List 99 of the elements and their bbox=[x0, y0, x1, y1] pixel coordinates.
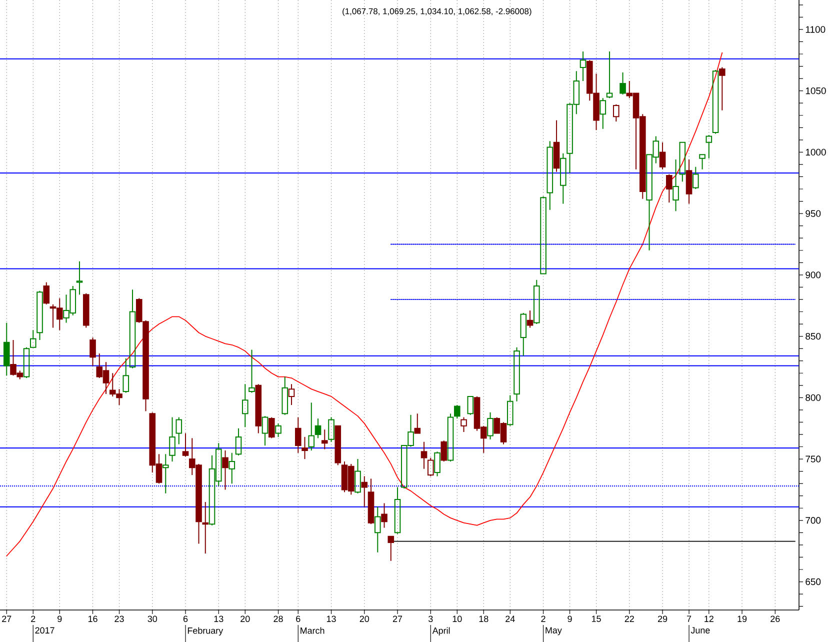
y-tick-label: 850 bbox=[806, 332, 821, 340]
x-tick-label: 26 bbox=[770, 616, 780, 622]
candlestick bbox=[122, 358, 130, 394]
x-tick-label: 28 bbox=[274, 616, 283, 622]
x-tick-label: 24 bbox=[506, 616, 515, 622]
candlestick bbox=[613, 104, 620, 122]
candlestick bbox=[30, 330, 36, 348]
text: February bbox=[188, 627, 224, 636]
candlestick bbox=[228, 452, 236, 484]
x-tick-label: 10 bbox=[452, 616, 462, 622]
candlestick bbox=[434, 451, 440, 477]
x-tick-label: 27 bbox=[2, 616, 12, 622]
x-tick-label: 2 bbox=[541, 616, 546, 622]
candlestick bbox=[467, 396, 474, 416]
candlestick bbox=[600, 98, 606, 130]
x-tick-label: 3 bbox=[428, 616, 433, 622]
candlestick bbox=[560, 152, 566, 204]
x-tick-label: 9 bbox=[568, 616, 572, 622]
text: May bbox=[546, 627, 562, 636]
candlestick bbox=[202, 501, 209, 554]
y-tick-label: 800 bbox=[806, 394, 821, 402]
text: 2017 bbox=[35, 627, 54, 634]
candlestick bbox=[460, 416, 467, 433]
y-tick-label: 1050 bbox=[806, 87, 826, 94]
candlestick bbox=[23, 346, 30, 379]
x-tick-label: 15 bbox=[592, 616, 601, 622]
candlestick bbox=[169, 416, 176, 462]
candlestick bbox=[520, 312, 527, 356]
x-tick-label: 29 bbox=[658, 616, 668, 622]
candlestick bbox=[712, 69, 719, 134]
x-tick-label: 18 bbox=[479, 616, 488, 622]
candlestick bbox=[3, 322, 10, 376]
x-tick-label: 20 bbox=[360, 616, 370, 622]
candlestick bbox=[294, 416, 302, 454]
candlestick bbox=[699, 154, 706, 170]
candlestick bbox=[176, 416, 182, 445]
candlestick bbox=[534, 279, 540, 325]
candlestick bbox=[540, 196, 546, 274]
candlestick bbox=[672, 159, 679, 212]
candlestick bbox=[162, 454, 169, 494]
candlestick bbox=[361, 476, 368, 508]
candlestick bbox=[282, 376, 288, 416]
candlestick bbox=[679, 142, 686, 182]
candlestick bbox=[222, 450, 228, 490]
y-tick-label: 750 bbox=[806, 456, 821, 462]
candlestick bbox=[328, 416, 334, 442]
candlestick bbox=[302, 436, 308, 460]
candlestick bbox=[248, 349, 255, 394]
y-tick-label: 1000 bbox=[806, 148, 826, 156]
y-tick-label: 900 bbox=[806, 272, 821, 278]
x-tick-label: 22 bbox=[624, 616, 634, 622]
candlestick bbox=[546, 140, 554, 210]
candlestick bbox=[381, 502, 388, 528]
x-tick-label: 9 bbox=[58, 616, 62, 622]
candlestick bbox=[427, 457, 434, 477]
candlestick bbox=[692, 166, 699, 190]
y-tick-label: 950 bbox=[806, 210, 821, 217]
candlestick bbox=[606, 51, 613, 99]
candlestick bbox=[706, 134, 712, 159]
candlestick bbox=[580, 51, 586, 82]
candlestick bbox=[374, 506, 381, 553]
candlestick bbox=[76, 260, 83, 296]
candlestick bbox=[487, 412, 494, 440]
candlestick bbox=[394, 486, 401, 534]
x-tick-label: 7 bbox=[686, 616, 692, 622]
candlestick bbox=[308, 402, 315, 451]
y-tick-label: 1100 bbox=[806, 26, 826, 33]
candlestick bbox=[514, 346, 520, 402]
x-tick-label: 30 bbox=[148, 616, 158, 622]
x-tick-label: 13 bbox=[214, 616, 224, 622]
x-tick-label: 13 bbox=[326, 616, 336, 622]
candlestick bbox=[288, 384, 295, 406]
x-tick-label: 6 bbox=[296, 616, 300, 622]
text: (1,067.78, 1,069.25, 1,034.10, 1,062.58, -2.96008) bbox=[342, 8, 532, 16]
text: June bbox=[690, 627, 710, 634]
x-tick-label: 16 bbox=[88, 616, 98, 622]
candlestick bbox=[686, 159, 692, 204]
y-tick-label: 650 bbox=[806, 578, 821, 586]
x-tick-label: 23 bbox=[114, 616, 124, 622]
candlestick bbox=[506, 394, 514, 426]
candlestick bbox=[354, 458, 361, 494]
x-tick-label: 27 bbox=[392, 616, 402, 622]
candlestick bbox=[275, 422, 282, 438]
x-tick-label: 20 bbox=[240, 616, 250, 622]
text: April bbox=[432, 627, 450, 636]
candlestick bbox=[447, 413, 454, 462]
candlestick bbox=[235, 428, 242, 456]
x-tick-label: 12 bbox=[704, 616, 714, 622]
x-tick-label: 6 bbox=[183, 616, 188, 622]
y-tick-label: 700 bbox=[806, 517, 821, 524]
x-tick-label: 2 bbox=[31, 616, 36, 622]
candlestick bbox=[420, 441, 428, 470]
x-tick-label: 19 bbox=[738, 616, 747, 622]
candlestick bbox=[36, 290, 43, 340]
candlestick bbox=[553, 120, 560, 172]
candlestick bbox=[242, 384, 248, 428]
candlestick bbox=[262, 416, 268, 446]
candlestick bbox=[129, 289, 136, 369]
text: March bbox=[300, 627, 324, 634]
